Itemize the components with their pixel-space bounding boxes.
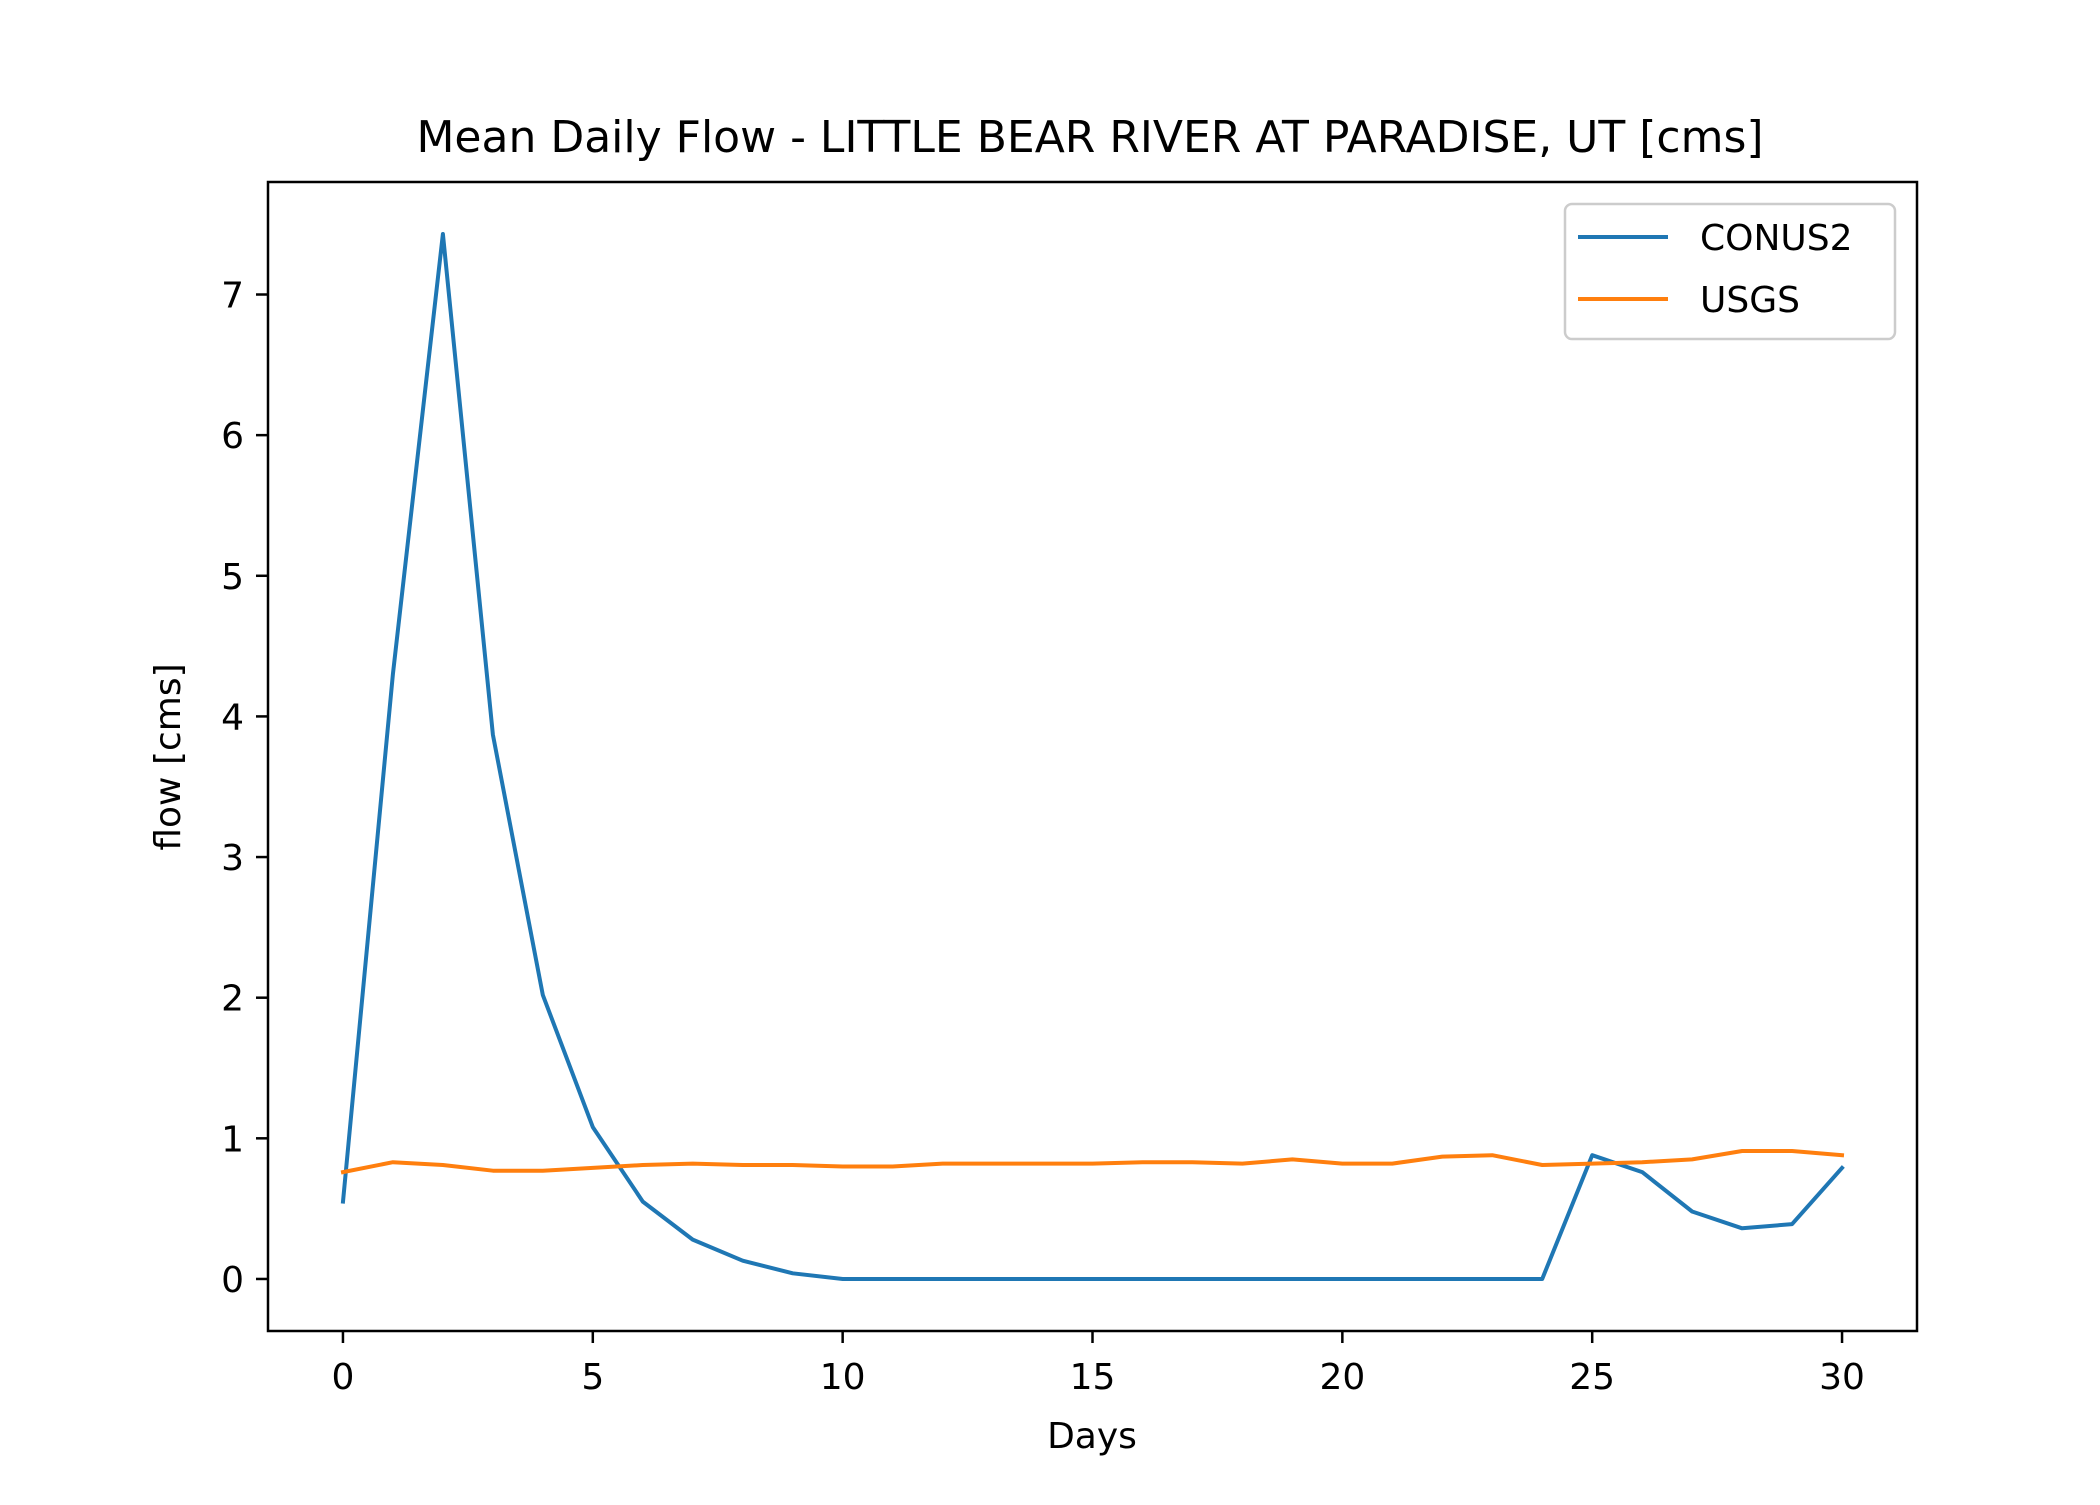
legend-label-usgs: USGS bbox=[1700, 280, 1800, 321]
x-tick-label: 5 bbox=[581, 1357, 604, 1398]
legend: CONUS2 USGS bbox=[1563, 202, 1897, 341]
series-layer bbox=[340, 232, 1845, 1281]
y-axis-ticks: 0 1 2 3 4 5 6 7 bbox=[221, 276, 268, 1301]
y-tick-label: 5 bbox=[221, 557, 244, 598]
y-tick-label: 3 bbox=[221, 838, 244, 879]
series-line-conus2 bbox=[340, 232, 1845, 1281]
x-tick-label: 30 bbox=[1819, 1357, 1865, 1398]
x-tick-label: 0 bbox=[332, 1357, 355, 1398]
y-tick-label: 2 bbox=[221, 979, 244, 1020]
legend-label-conus2: CONUS2 bbox=[1700, 218, 1853, 259]
y-tick-label: 6 bbox=[221, 416, 244, 457]
y-tick-label: 4 bbox=[221, 697, 244, 738]
x-tick-label: 15 bbox=[1070, 1357, 1116, 1398]
x-tick-label: 25 bbox=[1569, 1357, 1615, 1398]
x-tick-label: 20 bbox=[1319, 1357, 1365, 1398]
y-tick-label: 1 bbox=[221, 1119, 244, 1160]
x-axis-ticks: 0 5 10 15 20 25 30 bbox=[332, 1331, 1865, 1398]
y-tick-label: 7 bbox=[221, 276, 244, 317]
y-tick-label: 0 bbox=[221, 1260, 244, 1301]
y-axis-label: flow [cms] bbox=[148, 663, 189, 850]
chart-title: Mean Daily Flow - LITTLE BEAR RIVER AT P… bbox=[416, 112, 1763, 163]
x-axis-label: Days bbox=[1047, 1416, 1137, 1457]
series-line-usgs bbox=[340, 1149, 1845, 1175]
x-tick-label: 10 bbox=[820, 1357, 866, 1398]
